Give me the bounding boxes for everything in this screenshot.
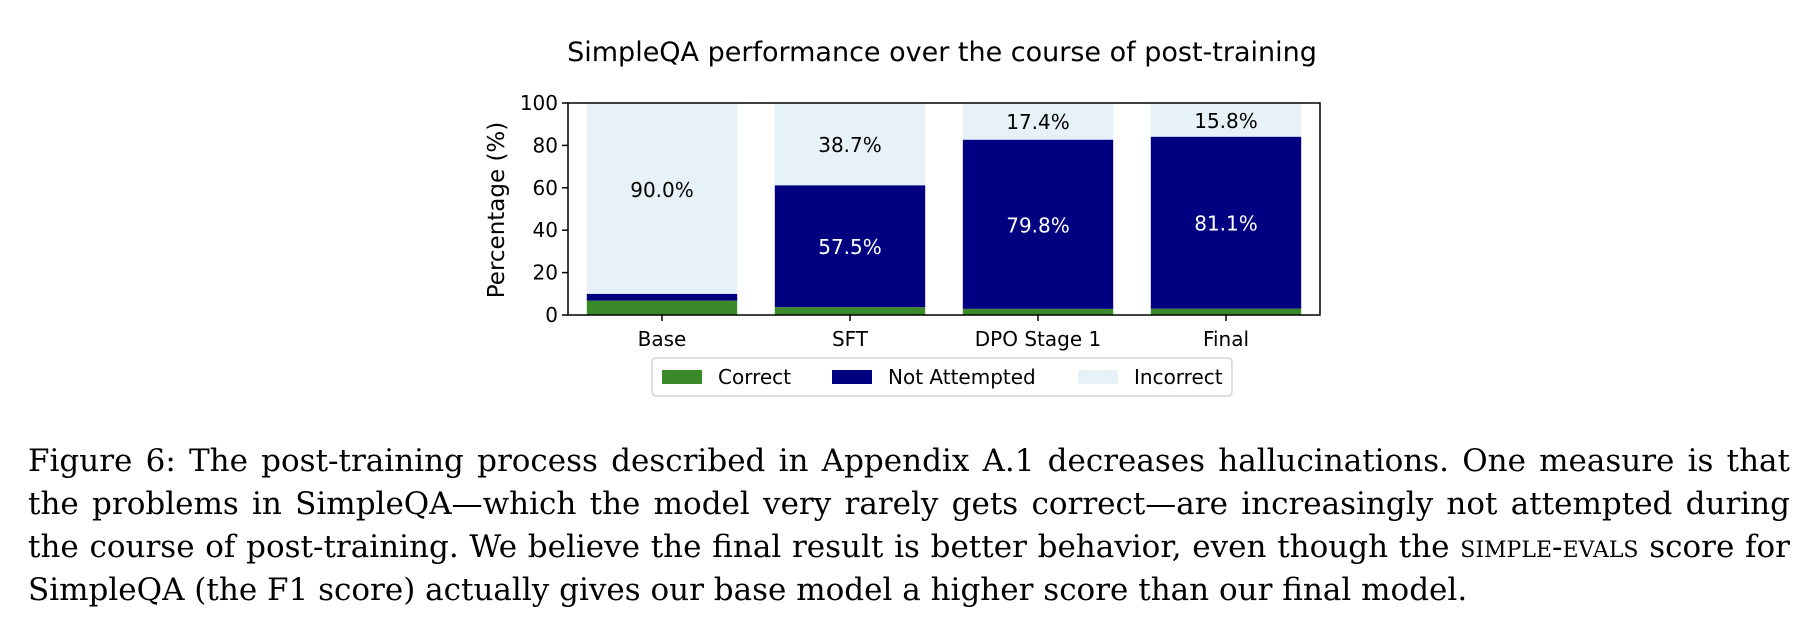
legend-swatch-not-attempted	[832, 370, 872, 384]
x-tick-label-2: DPO Stage 1	[975, 327, 1101, 351]
bar-incorrect-3	[1150, 103, 1302, 137]
y-tick-label-3: 60	[533, 176, 558, 200]
legend: Correct Not Attempted Incorrect	[651, 357, 1233, 397]
bar-not-attempted-0	[586, 293, 738, 301]
y-tick-label-5: 100	[520, 91, 558, 115]
y-tick-label-0: 0	[545, 303, 558, 327]
bar-correct-1	[774, 307, 926, 315]
bar-incorrect-2	[962, 102, 1114, 140]
data-label-incorrect-2: 17.4%	[1006, 110, 1070, 134]
bar-not-attempted-2	[962, 139, 1114, 309]
data-label-incorrect-1: 38.7%	[818, 133, 882, 157]
chart: SimpleQA performance over the course of …	[484, 37, 1321, 397]
y-tick-label-4: 80	[533, 133, 558, 157]
bar-correct-0	[586, 300, 738, 315]
legend-label-not-attempted: Not Attempted	[888, 365, 1036, 389]
caption-smallcaps: simple-evals	[1460, 529, 1639, 565]
y-axis-label: Percentage (%)	[484, 122, 510, 299]
y-tick-label-1: 20	[533, 261, 558, 285]
bar-correct-3	[1150, 308, 1302, 315]
bar-correct-2	[962, 308, 1114, 315]
legend-swatch-incorrect	[1078, 370, 1118, 384]
plot-area: 6.8%3.2%90.0%Base3.7%57.5%38.7%SFT2.9%79…	[520, 91, 1321, 351]
data-label-not-attempted-1: 57.5%	[818, 235, 882, 259]
bar-not-attempted-1	[774, 185, 926, 308]
data-label-incorrect-3: 15.8%	[1194, 109, 1258, 133]
bar-incorrect-1	[774, 103, 926, 186]
chart-title: SimpleQA performance over the course of …	[567, 37, 1317, 68]
legend-label-incorrect: Incorrect	[1134, 365, 1223, 389]
data-label-not-attempted-2: 79.8%	[1006, 213, 1070, 237]
plot-frame	[567, 102, 1321, 316]
bar-not-attempted-3	[1150, 136, 1302, 309]
data-label-incorrect-0: 90.0%	[630, 178, 694, 202]
caption-text-2: score for SimpleQA (the F1 score) actual…	[28, 529, 1790, 608]
bar-incorrect-0	[586, 103, 738, 294]
x-tick-label-3: Final	[1203, 327, 1249, 351]
legend-box	[651, 357, 1233, 397]
x-tick-label-0: Base	[638, 327, 687, 351]
figure-caption: Figure 6: The post-training process desc…	[28, 440, 1790, 612]
chart-svg: SimpleQA performance over the course of …	[484, 37, 1321, 397]
x-tick-label-1: SFT	[832, 327, 869, 351]
caption-text-1: Figure 6: The post-training process desc…	[28, 443, 1790, 565]
y-tick-label-2: 40	[533, 218, 558, 242]
legend-swatch-correct	[662, 370, 702, 384]
legend-label-correct: Correct	[718, 365, 791, 389]
data-label-not-attempted-3: 81.1%	[1194, 212, 1258, 236]
